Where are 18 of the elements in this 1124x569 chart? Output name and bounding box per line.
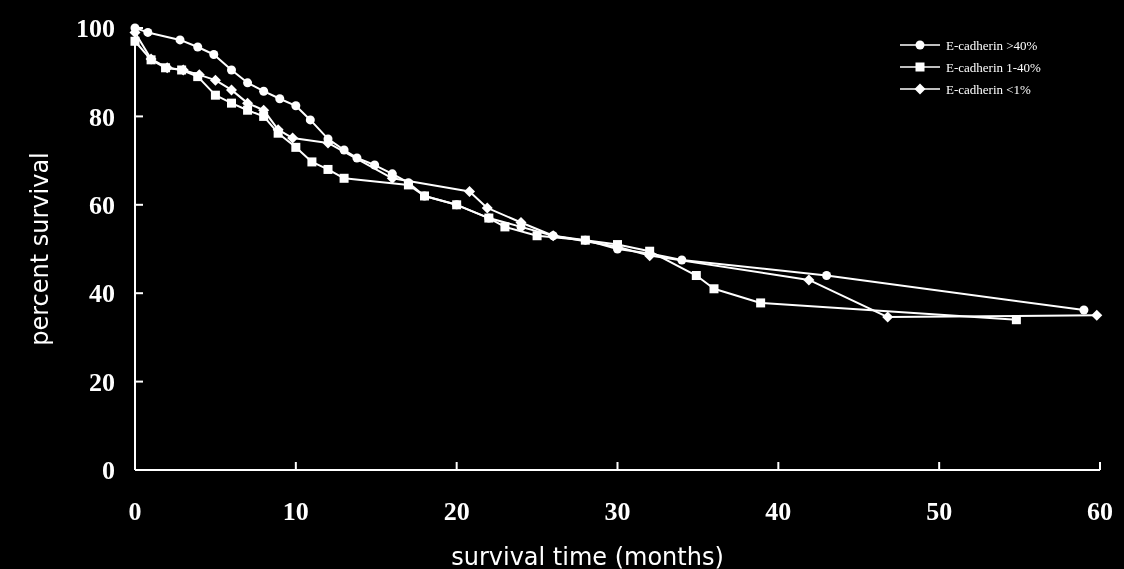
y-axis-title: percent survival (26, 152, 54, 346)
legend-label: E-cadherin 1-40% (946, 59, 1042, 75)
x-tick-label: 0 (128, 497, 142, 526)
legend-label: E-cadherin <1% (946, 81, 1032, 97)
x-tick-label: 60 (1087, 497, 1113, 526)
x-axis-title: survival time (months) (451, 543, 724, 569)
x-tick-label: 40 (765, 497, 792, 526)
y-tick-label: 80 (89, 102, 115, 132)
legend-label: E-cadherin >40% (946, 37, 1038, 53)
x-tick-label: 20 (443, 497, 470, 526)
x-tick-label: 50 (926, 497, 953, 526)
y-tick-label: 100 (76, 14, 115, 44)
y-tick-label: 20 (89, 367, 115, 397)
x-tick-label: 10 (282, 497, 309, 526)
y-tick-label: 40 (89, 279, 115, 309)
x-tick-label: 30 (604, 497, 631, 526)
y-tick-label: 60 (89, 190, 115, 220)
y-tick-label: 0 (102, 456, 115, 486)
